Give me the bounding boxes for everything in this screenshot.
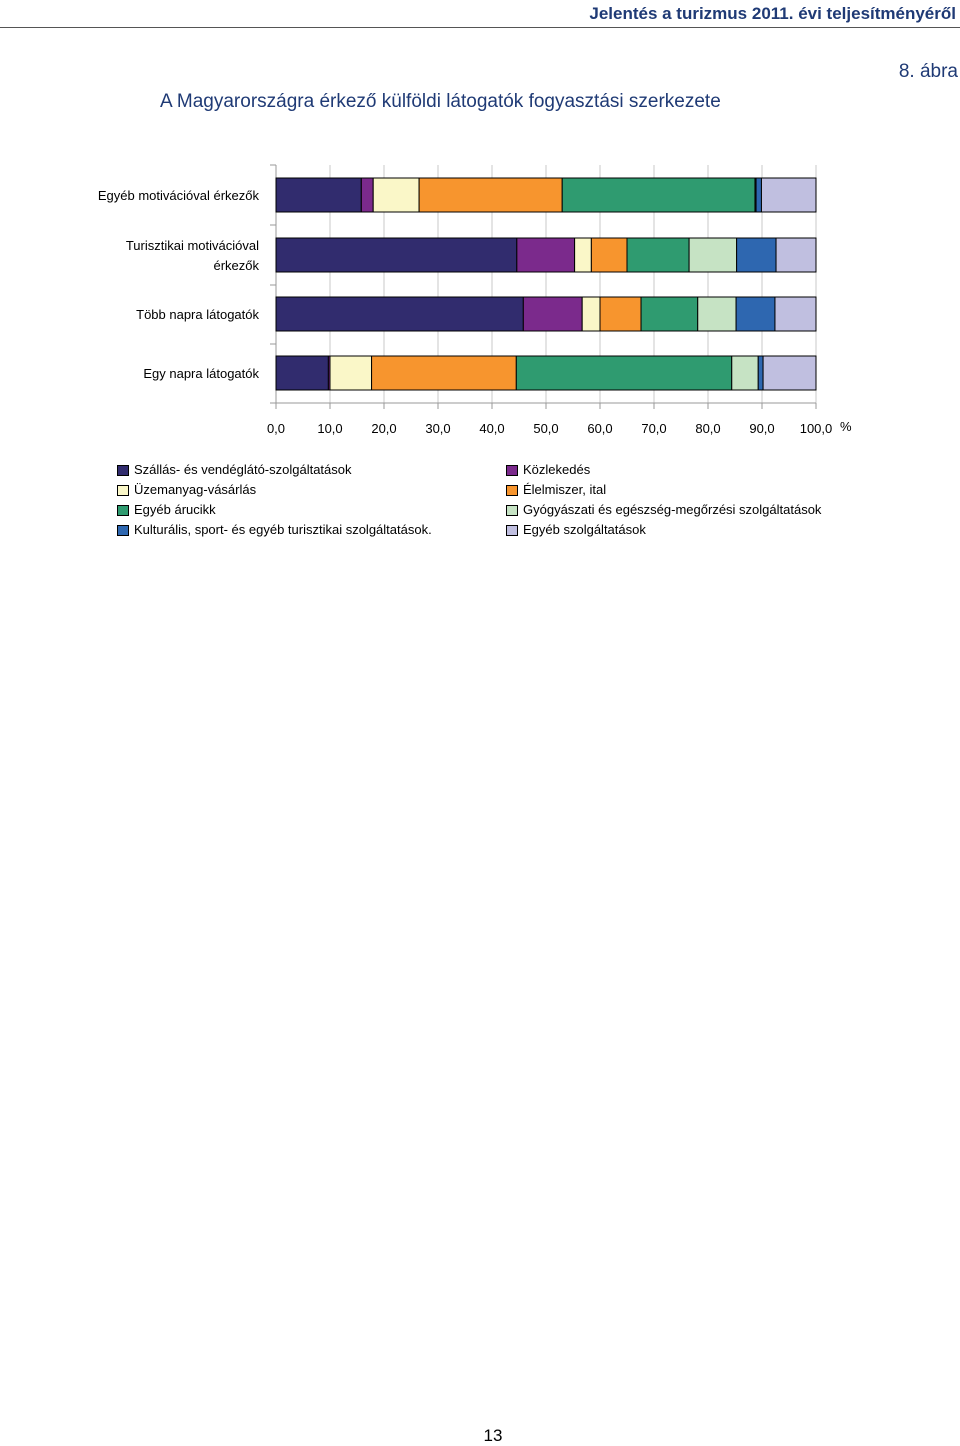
legend-label: Kulturális, sport- és egyéb turisztikai … <box>134 522 432 537</box>
category-label: Egy napra látogatók <box>143 366 259 381</box>
category-label: érkezők <box>213 258 259 273</box>
bar-segment <box>757 355 764 391</box>
bar-segment <box>736 237 777 273</box>
legend-swatch <box>117 505 129 516</box>
x-tick-label: 70,0 <box>641 421 666 436</box>
bar-segment <box>574 237 592 273</box>
x-tick-label: 90,0 <box>749 421 774 436</box>
category-label: Egyéb motivációval érkezők <box>98 188 260 203</box>
legend-swatch <box>506 525 518 536</box>
x-tick-label: 40,0 <box>479 421 504 436</box>
bar-segment <box>640 296 699 332</box>
legend-label: Egyéb szolgáltatások <box>523 522 646 537</box>
legend-swatch <box>117 465 129 476</box>
bar-segment <box>561 177 756 213</box>
bar-segment <box>418 177 563 213</box>
bar-segment <box>581 296 601 332</box>
legend-label: Üzemanyag-vásárlás <box>134 482 257 497</box>
stacked-bar-chart: Egyéb motivációval érkezők Turisztikai mo… <box>98 164 852 436</box>
bar-segment <box>731 355 759 391</box>
bar-segment <box>760 177 817 213</box>
legend-label: Élelmiszer, ital <box>523 482 607 497</box>
bar-segment <box>626 237 690 273</box>
bar-segment <box>516 237 576 273</box>
x-tick-label: 50,0 <box>533 421 558 436</box>
legend-label: Gyógyászati és egészség-megőrzési szolgá… <box>523 502 822 517</box>
category-label: Turisztikai motivációval <box>126 238 259 253</box>
bar-segment <box>275 296 524 332</box>
header-title: Jelentés a turizmus 2011. évi teljesítmé… <box>589 4 956 23</box>
legend-label: Egyéb árucikk <box>134 502 216 517</box>
bar-segment <box>590 237 628 273</box>
bar-segment <box>688 237 738 273</box>
x-tick-label: 80,0 <box>695 421 720 436</box>
legend-swatch <box>506 485 518 496</box>
legend-swatch <box>117 485 129 496</box>
x-tick-label: 20,0 <box>371 421 396 436</box>
bar-segment <box>275 237 518 273</box>
legend-label: Közlekedés <box>523 462 591 477</box>
bar-segment <box>775 237 817 273</box>
bar-segment <box>599 296 642 332</box>
bar-segment <box>329 355 373 391</box>
bar-segment <box>360 177 374 213</box>
header-rule <box>0 27 960 28</box>
x-tick-label: 0,0 <box>267 421 285 436</box>
chart-title: A Magyarországra érkező külföldi látogat… <box>160 91 721 112</box>
bar-segment <box>275 177 362 213</box>
bar-segment <box>275 355 329 391</box>
legend-swatch <box>506 505 518 516</box>
legend-swatch <box>506 465 518 476</box>
legend-swatch <box>117 525 129 536</box>
bar-segment <box>762 355 817 391</box>
category-label: Több napra látogatók <box>136 307 259 322</box>
x-tick-label: 60,0 <box>587 421 612 436</box>
x-tick-label: 100,0 <box>800 421 833 436</box>
bar-segment <box>774 296 817 332</box>
x-axis-unit: % <box>840 419 852 434</box>
legend-label: Szállás- és vendéglátó-szolgáltatások <box>134 462 352 477</box>
bar-segment <box>697 296 737 332</box>
x-tick-label: 30,0 <box>425 421 450 436</box>
x-tick-label: 10,0 <box>317 421 342 436</box>
page-number: 13 <box>483 1426 503 1445</box>
bar-segment <box>522 296 583 332</box>
bar-segment <box>515 355 733 391</box>
bar-segment <box>755 177 762 213</box>
chart-legend: Szállás- és vendéglátó-szolgáltatások Köz… <box>0 461 960 551</box>
bar-segment <box>735 296 776 332</box>
bar-segment <box>372 177 420 213</box>
bar-segment <box>371 355 517 391</box>
figure-label: 8. ábra <box>898 61 958 82</box>
